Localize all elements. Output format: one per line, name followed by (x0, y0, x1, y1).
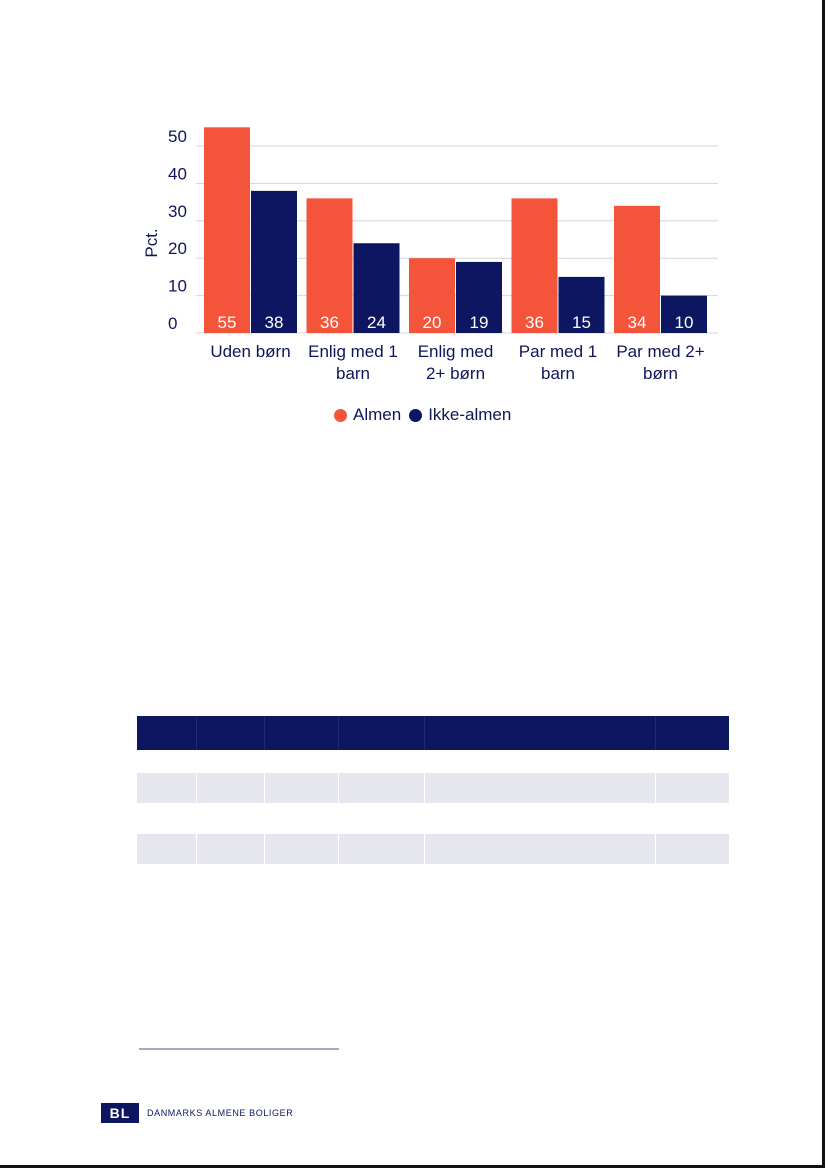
x-tick-label: barn (541, 364, 575, 383)
y-tick-label: 20 (168, 239, 187, 258)
legend-label-ikke-almen: Ikke-almen (428, 405, 512, 424)
data-label-ikke-almen: 15 (572, 313, 591, 332)
x-tick-label: børn (643, 364, 678, 383)
table-cell (265, 773, 339, 803)
bar-ikke-almen (558, 276, 605, 333)
footnote-divider (139, 1048, 339, 1050)
data-label-ikke-almen: 10 (675, 313, 694, 332)
bar-ikke-almen (353, 243, 400, 333)
bar-ikke-almen (456, 261, 502, 333)
data-label-ikke-almen: 38 (265, 313, 284, 332)
table-header-cell (425, 716, 656, 750)
table-cell (265, 834, 339, 864)
y-tick-label: 30 (168, 202, 187, 221)
legend-swatch-ikke-almen (409, 408, 423, 422)
bar-almen (614, 205, 660, 333)
x-tick-label: Uden børn (210, 342, 290, 361)
bar-almen (306, 198, 353, 333)
bar-almen (204, 127, 250, 333)
bar-almen (409, 258, 455, 333)
data-label-almen: 55 (218, 313, 237, 332)
table-cell (339, 834, 425, 864)
data-label-almen: 36 (320, 313, 339, 332)
x-tick-label: Par med 1 (519, 342, 597, 361)
table-cell (425, 834, 656, 864)
logo-text: DANMARKS ALMENE BOLIGER (147, 1108, 294, 1118)
table-cell (197, 773, 265, 803)
table-header-cell (137, 716, 197, 750)
table-cell (137, 773, 197, 803)
table-header-cell (265, 716, 339, 750)
data-label-almen: 34 (628, 313, 647, 332)
x-tick-label: Enlig med (418, 342, 494, 361)
table-cell (137, 834, 197, 864)
x-tick-label: Par med 2+ (616, 342, 704, 361)
y-axis: 0 10 20 30 40 50 (168, 127, 187, 333)
y-tick-label: 50 (168, 127, 187, 146)
chart-bars: 55 38 36 24 20 19 36 15 34 10 (204, 127, 707, 333)
bar-ikke-almen (251, 190, 297, 333)
data-label-almen: 36 (525, 313, 544, 332)
y-axis-label: Pct. (142, 228, 161, 257)
y-tick-label: 10 (168, 277, 187, 296)
table-row (137, 834, 729, 864)
bar-chart: 0 10 20 30 40 50 Pct. 55 38 36 24 20 19 36 15 34 10 Ud… (142, 127, 718, 383)
table-cell (656, 773, 729, 803)
table-cell (656, 834, 729, 864)
table-cell (425, 773, 656, 803)
x-axis: Uden børn Enlig med 1 barn Enlig med 2+ børn… (210, 342, 704, 383)
legend-item-ikke-almen: Ikke-almen (409, 405, 511, 425)
y-tick-label: 0 (168, 314, 177, 333)
y-tick-label: 40 (168, 164, 187, 183)
table-header-cell (656, 716, 729, 750)
table-cell (339, 773, 425, 803)
data-label-ikke-almen: 19 (470, 313, 489, 332)
legend-label-almen: Almen (353, 405, 402, 424)
legend-item-almen: Almen (334, 405, 401, 425)
data-label-ikke-almen: 24 (367, 313, 386, 332)
x-tick-label: Enlig med 1 (308, 342, 398, 361)
bl-logo: BL DANMARKS ALMENE BOLIGER (101, 1103, 293, 1123)
table-row (137, 773, 729, 803)
x-tick-label: barn (336, 364, 370, 383)
bar-ikke-almen (661, 295, 707, 333)
bar-almen (511, 198, 558, 333)
data-label-almen: 20 (423, 313, 442, 332)
chart-legend: Almen Ikke-almen (334, 403, 519, 427)
x-tick-label: 2+ børn (426, 364, 485, 383)
table-header (137, 716, 729, 750)
logo-mark: BL (101, 1103, 139, 1123)
legend-swatch-almen (334, 408, 347, 422)
table-header-cell (339, 716, 425, 750)
table-header-cell (197, 716, 265, 750)
table-cell (197, 834, 265, 864)
